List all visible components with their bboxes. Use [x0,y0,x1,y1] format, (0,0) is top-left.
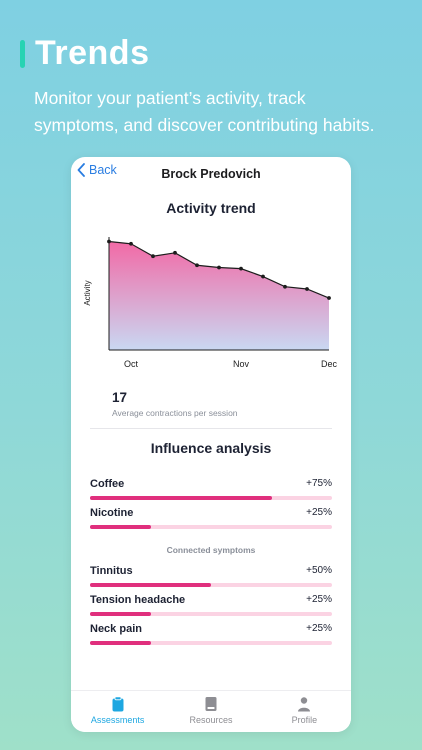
activity-area [109,241,329,350]
symptom-percent: +25% [306,594,332,605]
tab-label: Profile [291,715,318,725]
tab-resources[interactable]: Resources [164,691,257,732]
habit-percent: +25% [306,507,332,518]
patient-name-title: Brock Predovich [161,167,261,181]
hero-subtitle-line-1: Monitor your patient’s activity, track [34,88,306,108]
activity-point [173,250,177,255]
tab-bar: Assessments Resources Profile [71,690,351,732]
symptom-label: Neck pain [90,623,142,635]
connected-symptoms-header: Connected symptoms [166,545,256,555]
progress-fill [90,641,151,645]
activity-point [217,265,221,270]
symptom-label: Tinnitus [90,565,133,577]
habit-label: Nicotine [90,507,134,519]
progress-fill [90,525,151,529]
progress-track [90,525,332,529]
symptom-row-tension-headache[interactable]: Tension headache +25% [90,594,332,623]
navigation-bar: Back Brock Predovich [71,157,351,189]
phone-screen: Back Brock Predovich Activity trend Acti… [71,157,351,732]
symptom-percent: +50% [306,565,332,576]
average-contractions-stat: 17 Average contractions per session [112,390,238,418]
hero-title: Trends [35,34,150,72]
progress-fill [90,583,211,587]
x-tick-label: Dec [321,359,338,369]
x-tick-label: Oct [124,359,139,369]
chevron-left-icon [77,163,85,177]
progress-track [90,641,332,645]
habit-row-coffee[interactable]: Coffee +75% [90,478,332,507]
back-label: Back [89,163,117,177]
hero-accent-bar [20,39,25,68]
divider [90,428,332,429]
back-button[interactable]: Back [77,163,117,177]
tab-assessments[interactable]: Assessments [71,691,164,732]
activity-trend-title: Activity trend [166,200,256,216]
habit-percent: +75% [306,478,332,489]
progress-track [90,583,332,587]
x-tick-label: Nov [233,359,250,369]
tab-label: Resources [189,715,233,725]
habit-label: Coffee [90,478,125,490]
activity-point [327,296,331,300]
influence-list: Coffee +75% Nicotine +25% Connected sympto… [90,478,332,652]
symptom-label: Tension headache [90,594,186,606]
tab-label: Assessments [90,715,145,725]
progress-track [90,612,332,616]
stat-value: 17 [112,390,128,405]
symptom-row-neck-pain[interactable]: Neck pain +25% [90,623,332,652]
activity-point [151,254,155,259]
influence-analysis-title: Influence analysis [150,440,272,456]
hero-subtitle-line-2: symptoms, and discover contributing habi… [34,115,375,135]
habit-row-nicotine[interactable]: Nicotine +25% [90,507,332,536]
progress-track [90,496,332,500]
y-axis-label: Activity [83,280,92,305]
clipboard-icon [112,696,124,712]
activity-chart: Activity Oct Nov Dec [83,237,338,369]
activity-point [239,266,243,271]
hero-title-row: Trends [20,34,412,73]
progress-fill [90,612,151,616]
hero-subtitle: Monitor your patient’s activity, track s… [20,85,412,139]
progress-fill [90,496,272,500]
activity-point [129,241,133,246]
person-icon [298,697,311,712]
activity-point [283,284,287,289]
book-icon [205,697,217,711]
activity-point [195,263,199,268]
stat-label: Average contractions per session [112,408,238,418]
activity-point [305,287,309,291]
symptom-row-tinnitus[interactable]: Tinnitus +50% [90,565,332,594]
tab-profile[interactable]: Profile [258,691,351,732]
symptom-percent: +25% [306,623,332,634]
activity-point [261,274,265,279]
hero: Trends Monitor your patient’s activity, … [20,34,412,139]
